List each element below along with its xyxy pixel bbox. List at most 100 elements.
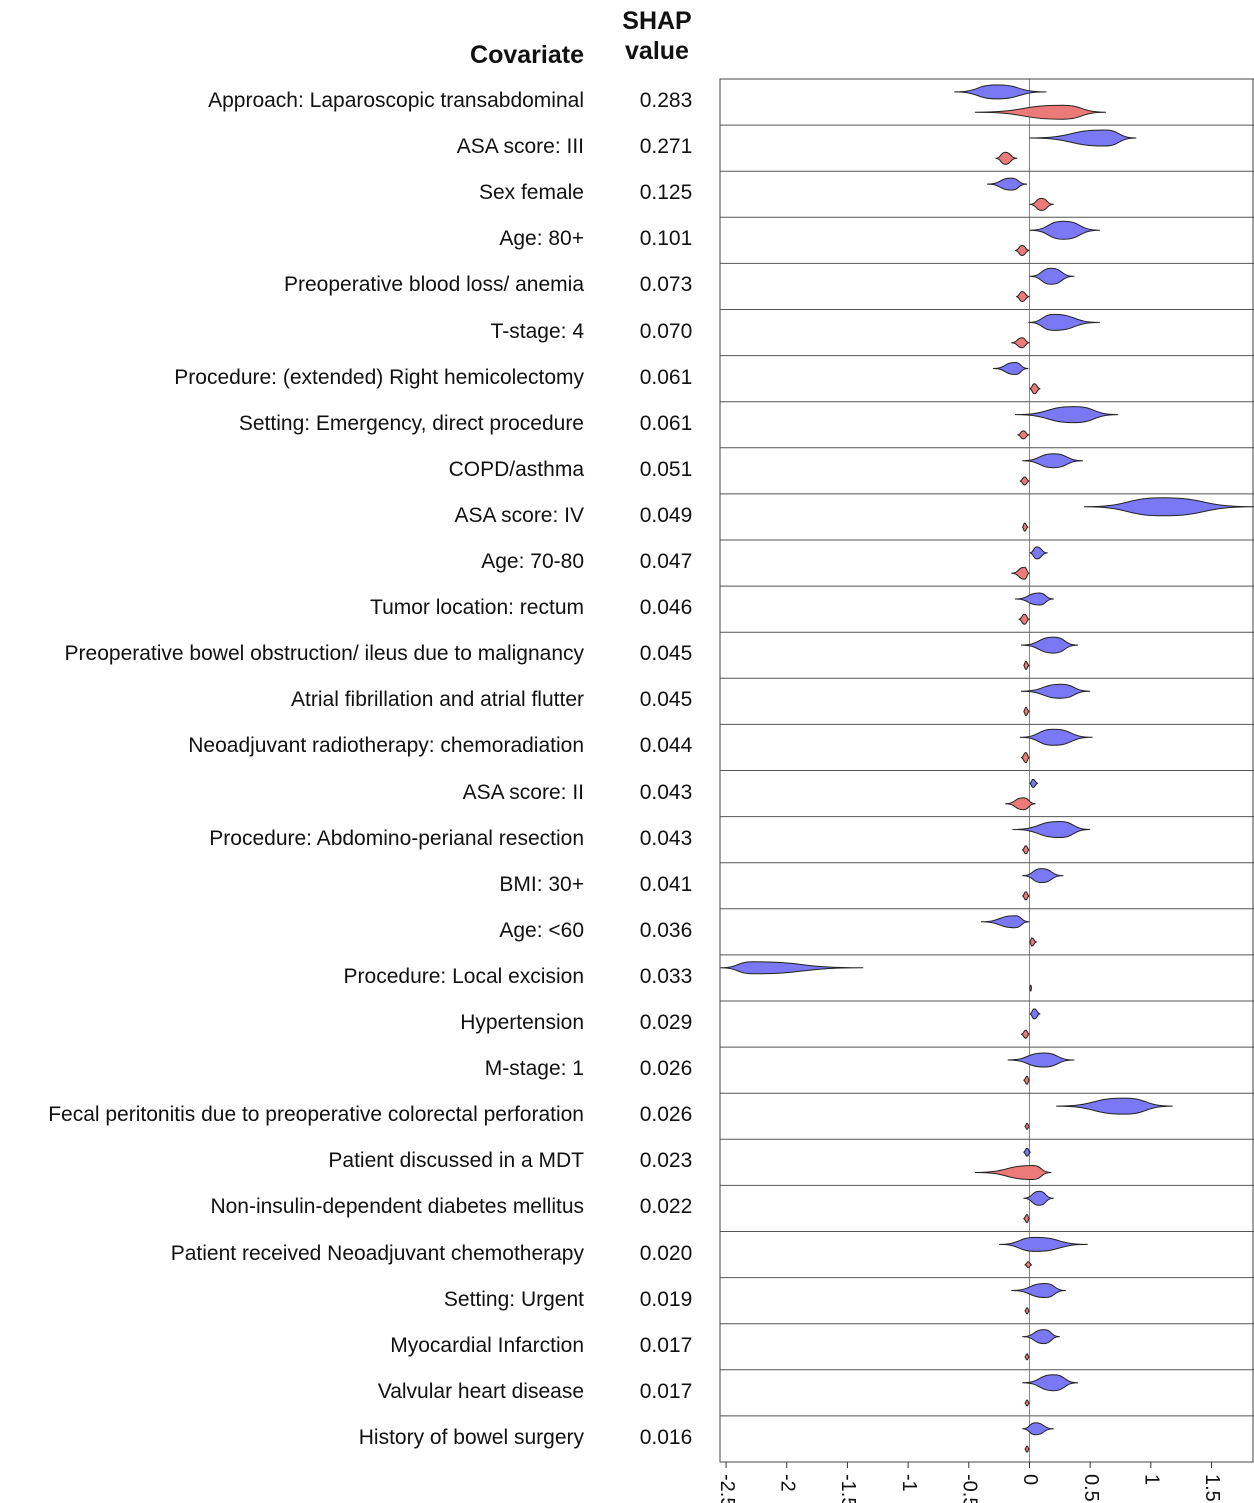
shap-value: 0.016 [639, 1425, 693, 1449]
violin-absent [1020, 752, 1030, 764]
shap-value: 0.070 [639, 319, 693, 343]
violin-absent [1014, 244, 1030, 256]
covariate-label: Setting: Urgent [443, 1287, 584, 1311]
violin-present [1012, 821, 1091, 839]
violin-absent [1024, 1445, 1030, 1453]
violin-absent [1023, 1214, 1030, 1224]
shap-value: 0.046 [639, 596, 693, 620]
covariate-label: Age: 70-80 [481, 550, 584, 574]
violin-present [1022, 453, 1083, 469]
shap-value: 0.043 [639, 780, 693, 804]
covariate-label: Valvular heart disease [377, 1379, 584, 1403]
shap-value: 0.036 [639, 918, 693, 942]
x-tick-label: -2 [776, 1474, 798, 1492]
shap-value: 0.026 [639, 1057, 693, 1081]
violin-present [993, 362, 1029, 376]
shap-value: 0.045 [639, 688, 693, 712]
x-tick-label: -2.5 [716, 1474, 738, 1503]
violin-absent [1005, 797, 1036, 811]
violin-present [999, 1236, 1088, 1252]
violin-absent [1016, 291, 1030, 303]
x-tick-label: -1.5 [837, 1474, 859, 1503]
covariate-label: Sex female [478, 181, 584, 205]
covariate-label: History of bowel surgery [358, 1425, 584, 1449]
violin-absent [1011, 566, 1030, 580]
shap-value: 0.061 [639, 365, 693, 389]
violin-absent [1011, 337, 1030, 349]
shap-value: 0.073 [639, 273, 693, 297]
violin-present [1029, 267, 1075, 285]
x-tick-label: 1.5 [1201, 1474, 1223, 1502]
covariate-label: Neoadjuvant radiotherapy: chemoradiation [188, 734, 584, 758]
violin-present [1023, 1190, 1054, 1206]
covariate-label: Myocardial Infarction [390, 1333, 584, 1357]
violin-present [986, 177, 1028, 191]
x-tick-label: -0.5 [959, 1474, 981, 1503]
covariate-label: Procedure: Abdomino-perianal resection [209, 826, 584, 850]
violin-present [1022, 1374, 1079, 1392]
shap-value: 0.017 [639, 1333, 693, 1357]
violin-present [1056, 1097, 1173, 1115]
violin-present [980, 915, 1030, 929]
shap-value: 0.020 [639, 1241, 693, 1265]
violin-absent [1024, 1261, 1032, 1269]
shap-value: 0.125 [639, 181, 693, 205]
covariate-label: Setting: Emergency, direct procedure [238, 411, 584, 435]
violin-absent [1022, 522, 1029, 532]
violin-present [1020, 636, 1079, 654]
plot-frame [719, 78, 1254, 1463]
violin-present [1022, 1329, 1060, 1345]
shap-value: 0.045 [639, 642, 693, 666]
covariate-label: ASA score: IV [454, 503, 584, 527]
covariate-label: Patient received Neoadjuvant chemotherap… [170, 1241, 584, 1265]
violin-absent [1018, 613, 1030, 625]
violin-present [1007, 1052, 1075, 1068]
shap-value: 0.047 [639, 550, 693, 574]
covariate-label: BMI: 30+ [499, 872, 584, 896]
shap-value: 0.283 [639, 89, 693, 113]
violin-present [1023, 1147, 1031, 1157]
violin-present [1011, 1283, 1066, 1299]
violin-absent [1022, 845, 1030, 855]
covariate-label: Patient discussed in a MDT [328, 1149, 584, 1173]
x-tick-label: 0.5 [1080, 1474, 1102, 1502]
x-tick-label: -1 [898, 1474, 920, 1492]
violin-absent [974, 1164, 1052, 1180]
shap-value: 0.271 [639, 135, 693, 159]
covariate-label: Age: <60 [499, 918, 584, 942]
shap-header-line1: SHAP [622, 7, 692, 35]
violin-absent [1020, 1029, 1030, 1039]
covariate-label: COPD/asthma [448, 457, 584, 481]
violin-absent [1029, 197, 1054, 211]
violin-absent [974, 104, 1106, 120]
violin-present [1029, 220, 1100, 240]
covariate-label: Preoperative bowel obstruction/ ileus du… [64, 642, 584, 666]
violin-absent [1019, 476, 1030, 486]
shap-value: 0.044 [639, 734, 693, 758]
violin-present [1029, 1008, 1041, 1020]
violin-absent [1024, 1307, 1030, 1315]
shap-value: 0.029 [639, 1011, 693, 1035]
violin-present [1014, 592, 1054, 606]
violin-present [954, 84, 1047, 100]
shap-header-line2: value [625, 37, 689, 65]
shap-value: 0.026 [639, 1103, 693, 1127]
covariate-label: Hypertension [460, 1011, 584, 1035]
violin-absent [1029, 937, 1037, 947]
violin-present [719, 961, 864, 975]
violin-present [1084, 497, 1254, 517]
violin-absent [1029, 383, 1041, 395]
violin-present [1029, 546, 1048, 560]
covariate-label: Fecal peritonitis due to preoperative co… [48, 1103, 584, 1127]
covariate-label: M-stage: 1 [484, 1057, 584, 1081]
covariate-label: ASA score: II [462, 780, 584, 804]
violin-absent [1023, 660, 1030, 670]
covariate-label: Approach: Laparoscopic transabdominal [208, 89, 584, 113]
violin-absent [1024, 1353, 1030, 1361]
violin-absent [1024, 1122, 1030, 1130]
violin-absent [1029, 984, 1033, 992]
violin-present [1022, 1422, 1054, 1436]
covariate-label: Tumor location: rectum [370, 596, 584, 620]
shap-value: 0.061 [639, 411, 693, 435]
